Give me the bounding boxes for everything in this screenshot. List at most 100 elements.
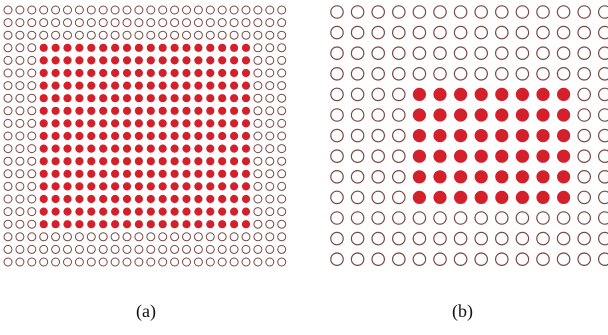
empty-site-dot [277,81,287,91]
empty-site-dot [412,211,427,225]
filled-site-dot [557,129,571,143]
empty-site-dot [27,118,37,128]
empty-site-dot [15,181,25,191]
filled-site-dot [75,119,84,128]
filled-site-dot [75,220,84,229]
filled-site-dot [39,131,48,141]
filled-site-dot [182,157,191,166]
empty-site-dot [598,5,608,19]
filled-site-dot [39,94,48,103]
empty-site-dot [170,18,180,28]
filled-site-dot [515,108,529,122]
filled-site-dot [146,56,155,65]
filled-site-dot [158,144,167,153]
empty-site-dot [74,232,84,242]
empty-site-dot [265,55,275,65]
empty-site-dot [86,232,96,242]
empty-site-dot [453,252,468,267]
empty-site-dot [556,211,571,225]
filled-site-dot [39,169,48,178]
filled-site-dot [206,144,215,153]
empty-site-dot [265,156,275,166]
empty-site-dot [15,232,25,242]
filled-site-dot [51,68,60,78]
filled-site-dot [170,94,179,103]
empty-site-dot [74,30,84,40]
empty-site-dot [27,257,37,267]
filled-site-dot [111,194,120,204]
filled-site-dot [99,81,108,90]
filled-site-dot [122,194,132,204]
filled-site-dot [474,170,488,184]
empty-site-dot [350,149,365,163]
empty-site-dot [536,231,550,246]
filled-site-dot [170,144,179,153]
empty-site-dot [577,231,591,246]
filled-site-dot [241,169,251,178]
filled-site-dot [206,182,215,191]
filled-site-dot [218,131,227,141]
filled-site-dot [170,157,179,166]
empty-site-dot [392,190,406,205]
empty-site-dot [474,67,488,81]
filled-site-dot [218,119,227,128]
empty-site-dot [598,252,608,266]
empty-site-dot [277,5,287,15]
empty-site-dot [277,43,287,53]
filled-site-dot [63,131,72,141]
empty-site-dot [134,257,144,267]
filled-site-dot [87,157,96,166]
empty-site-dot [63,5,72,15]
empty-site-dot [265,5,275,15]
empty-site-dot [27,156,37,166]
filled-site-dot [122,182,132,191]
empty-site-dot [63,232,72,242]
empty-site-dot [350,170,365,184]
empty-site-dot [39,5,49,15]
empty-site-dot [253,68,263,78]
empty-site-dot [134,18,144,28]
filled-site-dot [218,43,227,52]
filled-site-dot [146,106,155,115]
empty-site-dot [182,257,191,267]
filled-site-dot [241,220,251,229]
empty-site-dot [515,231,530,246]
filled-site-dot [99,157,108,166]
empty-site-dot [277,30,287,40]
filled-site-dot [111,68,120,78]
empty-site-dot [330,67,344,81]
empty-site-dot [74,244,84,254]
filled-site-dot [99,68,108,78]
filled-site-dot [433,149,447,163]
empty-site-dot [51,244,61,254]
empty-site-dot [158,18,168,28]
filled-site-dot [75,68,84,78]
empty-site-dot [110,5,120,15]
empty-site-dot [3,30,13,40]
empty-site-dot [265,18,275,28]
filled-site-dot [99,56,108,65]
filled-site-dot [75,131,84,141]
filled-site-dot [474,149,488,163]
empty-site-dot [74,257,84,267]
filled-site-dot [87,169,96,178]
filled-site-dot [230,56,239,65]
empty-site-dot [598,190,608,205]
empty-site-dot [277,144,287,154]
filled-site-dot [194,220,203,229]
empty-site-dot [229,244,239,254]
filled-site-dot [433,190,447,204]
filled-site-dot [111,81,120,90]
empty-site-dot [110,244,120,254]
empty-site-dot [536,25,550,40]
filled-site-dot [230,220,239,229]
empty-site-dot [253,144,263,154]
empty-site-dot [392,231,406,246]
empty-site-dot [205,244,215,254]
filled-site-dot [194,68,203,78]
filled-site-dot [230,68,239,78]
filled-site-dot [218,68,227,78]
filled-site-dot [454,108,468,122]
empty-site-dot [495,252,509,267]
filled-site-dot [218,94,227,103]
